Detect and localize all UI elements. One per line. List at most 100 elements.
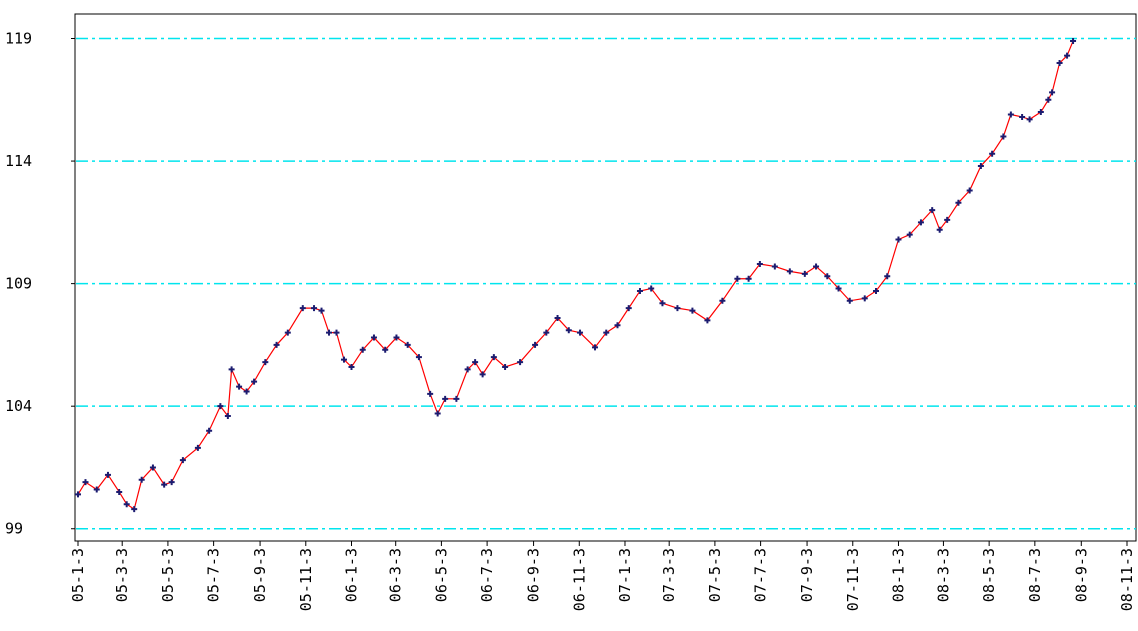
point-marker [104, 471, 111, 478]
x-tick-label: 08-3-3 [934, 548, 952, 602]
point-marker [771, 263, 778, 270]
x-tick-label: 05-9-3 [251, 548, 269, 602]
point-marker [603, 329, 610, 336]
point-marker [228, 366, 235, 373]
point-marker [206, 427, 213, 434]
plot-frame [74, 13, 1137, 542]
point-marker [359, 346, 366, 353]
x-tick-label: 05-3-3 [113, 548, 131, 602]
point-marker [74, 491, 81, 498]
point-marker [861, 295, 868, 302]
point-marker [977, 162, 984, 169]
point-marker [1070, 37, 1077, 44]
series-line [77, 40, 1074, 511]
point-marker [917, 219, 924, 226]
point-marker [1049, 89, 1056, 96]
point-marker [801, 270, 808, 277]
point-marker [333, 329, 340, 336]
point-marker [689, 307, 696, 314]
point-marker [1037, 109, 1044, 116]
x-tick-label: 05-1-3 [69, 548, 87, 602]
point-marker [273, 341, 280, 348]
point-marker [326, 329, 333, 336]
x-tick-label: 07-3-3 [660, 548, 678, 602]
point-marker [138, 476, 145, 483]
point-marker [236, 383, 243, 390]
y-tick-label: 104 [5, 397, 32, 415]
point-marker [872, 287, 879, 294]
x-tick-label: 05-7-3 [205, 548, 223, 602]
point-marker [434, 410, 441, 417]
point-marker [734, 275, 741, 282]
point-marker [442, 395, 449, 402]
x-tick-label: 07-5-3 [706, 548, 724, 602]
y-tick-label: 119 [5, 30, 32, 48]
point-marker [648, 285, 655, 292]
x-tick-label: 05-5-3 [159, 548, 177, 602]
point-marker [554, 314, 561, 321]
point-marker [490, 354, 497, 361]
point-marker [472, 359, 479, 366]
x-tick-label: 07-7-3 [752, 548, 770, 602]
point-marker [1026, 116, 1033, 123]
point-marker [299, 305, 306, 312]
point-marker [906, 231, 913, 238]
point-marker [846, 297, 853, 304]
point-marker [517, 359, 524, 366]
point-marker [82, 479, 89, 486]
point-marker [370, 334, 377, 341]
point-marker [1019, 113, 1026, 120]
point-marker [224, 412, 231, 419]
point-marker [404, 341, 411, 348]
y-tick-label: 99 [5, 520, 23, 538]
point-marker [674, 305, 681, 312]
x-tick-label: 05-11-3 [297, 548, 315, 611]
point-marker [565, 327, 572, 334]
point-marker [243, 388, 250, 395]
point-marker [756, 261, 763, 268]
point-marker [453, 395, 460, 402]
point-marker [393, 334, 400, 341]
point-marker [659, 300, 666, 307]
point-marker [161, 481, 168, 488]
point-marker [1000, 133, 1007, 140]
point-marker [929, 207, 936, 214]
point-marker [217, 403, 224, 410]
point-marker [884, 273, 891, 280]
point-marker [93, 486, 100, 493]
point-marker [251, 378, 258, 385]
x-tick-label: 07-1-3 [616, 548, 634, 602]
point-marker [149, 464, 156, 471]
point-marker [123, 501, 130, 508]
point-marker [116, 488, 123, 495]
x-tick-label: 06-3-3 [387, 548, 405, 602]
point-marker [936, 226, 943, 233]
point-marker [348, 363, 355, 370]
point-marker [427, 390, 434, 397]
y-tick-label: 109 [5, 275, 32, 293]
point-marker [543, 329, 550, 336]
point-marker [311, 305, 318, 312]
point-marker [719, 297, 726, 304]
point-marker [502, 363, 509, 370]
x-tick-label: 06-9-3 [525, 548, 543, 602]
point-marker [1056, 60, 1063, 67]
point-marker [1064, 52, 1071, 59]
point-marker [835, 285, 842, 292]
point-marker [479, 371, 486, 378]
point-marker [704, 317, 711, 324]
point-marker [813, 263, 820, 270]
point-marker [382, 346, 389, 353]
point-marker [745, 275, 752, 282]
x-tick-label: 07-9-3 [798, 548, 816, 602]
point-marker [318, 307, 325, 314]
point-marker [592, 344, 599, 351]
point-marker [989, 150, 996, 157]
x-tick-label: 08-11-3 [1118, 548, 1136, 611]
point-marker [577, 329, 584, 336]
point-marker [824, 273, 831, 280]
point-marker [895, 236, 902, 243]
x-tick-label: 08-9-3 [1072, 548, 1090, 602]
point-marker [955, 199, 962, 206]
